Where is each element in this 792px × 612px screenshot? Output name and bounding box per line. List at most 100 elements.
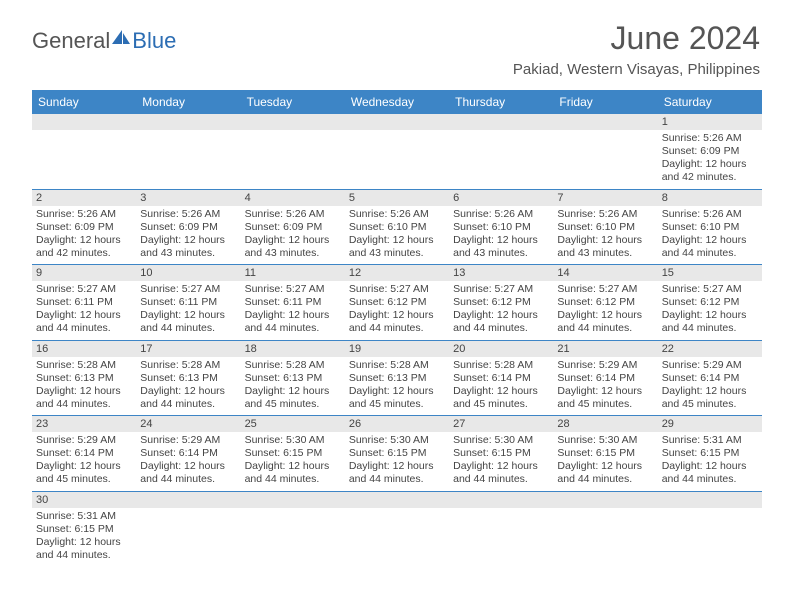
title-block: June 2024 Pakiad, Western Visayas, Phili… (513, 20, 760, 78)
daylight-text: Daylight: 12 hours and 44 minutes. (140, 309, 236, 335)
calendar-cell: 22Sunrise: 5:29 AMSunset: 6:14 PMDayligh… (658, 340, 762, 416)
calendar-cell: 24Sunrise: 5:29 AMSunset: 6:14 PMDayligh… (136, 416, 240, 492)
day-info: Sunrise: 5:31 AMSunset: 6:15 PMDaylight:… (32, 508, 136, 567)
daylight-text: Daylight: 12 hours and 44 minutes. (349, 460, 445, 486)
daylight-text: Daylight: 12 hours and 45 minutes. (557, 385, 653, 411)
calendar-cell: 4Sunrise: 5:26 AMSunset: 6:09 PMDaylight… (241, 189, 345, 265)
day-info: Sunrise: 5:26 AMSunset: 6:10 PMDaylight:… (449, 206, 553, 265)
day-number-empty (32, 114, 136, 130)
day-number-empty (345, 492, 449, 508)
day-number: 1 (658, 114, 762, 130)
day-info: Sunrise: 5:26 AMSunset: 6:09 PMDaylight:… (241, 206, 345, 265)
calendar-cell: 3Sunrise: 5:26 AMSunset: 6:09 PMDaylight… (136, 189, 240, 265)
day-number: 17 (136, 341, 240, 357)
calendar-cell: 7Sunrise: 5:26 AMSunset: 6:10 PMDaylight… (553, 189, 657, 265)
calendar-cell: 26Sunrise: 5:30 AMSunset: 6:15 PMDayligh… (345, 416, 449, 492)
brand-blue: Blue (132, 28, 176, 54)
calendar-cell (136, 491, 240, 566)
daylight-text: Daylight: 12 hours and 44 minutes. (245, 309, 341, 335)
sunrise-text: Sunrise: 5:29 AM (662, 359, 758, 372)
sunrise-text: Sunrise: 5:30 AM (557, 434, 653, 447)
calendar-cell (32, 114, 136, 189)
sunset-text: Sunset: 6:15 PM (245, 447, 341, 460)
sunrise-text: Sunrise: 5:30 AM (245, 434, 341, 447)
day-number: 13 (449, 265, 553, 281)
sunrise-text: Sunrise: 5:27 AM (662, 283, 758, 296)
daylight-text: Daylight: 12 hours and 43 minutes. (453, 234, 549, 260)
sunset-text: Sunset: 6:12 PM (557, 296, 653, 309)
calendar-cell: 8Sunrise: 5:26 AMSunset: 6:10 PMDaylight… (658, 189, 762, 265)
sunrise-text: Sunrise: 5:30 AM (349, 434, 445, 447)
day-info: Sunrise: 5:31 AMSunset: 6:15 PMDaylight:… (658, 432, 762, 491)
day-number: 23 (32, 416, 136, 432)
sunrise-text: Sunrise: 5:28 AM (349, 359, 445, 372)
daylight-text: Daylight: 12 hours and 44 minutes. (453, 309, 549, 335)
calendar-cell: 28Sunrise: 5:30 AMSunset: 6:15 PMDayligh… (553, 416, 657, 492)
sunset-text: Sunset: 6:10 PM (349, 221, 445, 234)
day-number: 16 (32, 341, 136, 357)
col-tuesday: Tuesday (241, 90, 345, 114)
calendar-cell: 17Sunrise: 5:28 AMSunset: 6:13 PMDayligh… (136, 340, 240, 416)
day-number: 28 (553, 416, 657, 432)
calendar-cell: 30Sunrise: 5:31 AMSunset: 6:15 PMDayligh… (32, 491, 136, 566)
title-location: Pakiad, Western Visayas, Philippines (513, 61, 760, 78)
day-number: 14 (553, 265, 657, 281)
sunrise-text: Sunrise: 5:29 AM (36, 434, 132, 447)
calendar-cell: 18Sunrise: 5:28 AMSunset: 6:13 PMDayligh… (241, 340, 345, 416)
sunrise-text: Sunrise: 5:31 AM (36, 510, 132, 523)
sunset-text: Sunset: 6:12 PM (349, 296, 445, 309)
day-number: 6 (449, 190, 553, 206)
calendar-cell (345, 114, 449, 189)
sunset-text: Sunset: 6:15 PM (662, 447, 758, 460)
day-info: Sunrise: 5:26 AMSunset: 6:09 PMDaylight:… (136, 206, 240, 265)
day-number-empty (345, 114, 449, 130)
daylight-text: Daylight: 12 hours and 44 minutes. (662, 460, 758, 486)
calendar-row: 9Sunrise: 5:27 AMSunset: 6:11 PMDaylight… (32, 265, 762, 341)
calendar-cell: 10Sunrise: 5:27 AMSunset: 6:11 PMDayligh… (136, 265, 240, 341)
calendar-table: Sunday Monday Tuesday Wednesday Thursday… (32, 90, 762, 566)
daylight-text: Daylight: 12 hours and 44 minutes. (36, 309, 132, 335)
day-number-empty (136, 114, 240, 130)
calendar-cell: 5Sunrise: 5:26 AMSunset: 6:10 PMDaylight… (345, 189, 449, 265)
day-number-empty (241, 492, 345, 508)
daylight-text: Daylight: 12 hours and 43 minutes. (140, 234, 236, 260)
day-number-empty (241, 114, 345, 130)
day-number: 29 (658, 416, 762, 432)
sunrise-text: Sunrise: 5:28 AM (140, 359, 236, 372)
day-info: Sunrise: 5:28 AMSunset: 6:13 PMDaylight:… (32, 357, 136, 416)
calendar-cell (345, 491, 449, 566)
col-thursday: Thursday (449, 90, 553, 114)
calendar-cell: 21Sunrise: 5:29 AMSunset: 6:14 PMDayligh… (553, 340, 657, 416)
header: General Blue June 2024 Pakiad, Western V… (0, 0, 792, 82)
calendar-cell (553, 114, 657, 189)
calendar-cell: 9Sunrise: 5:27 AMSunset: 6:11 PMDaylight… (32, 265, 136, 341)
daylight-text: Daylight: 12 hours and 44 minutes. (453, 460, 549, 486)
sunset-text: Sunset: 6:15 PM (36, 523, 132, 536)
sunrise-text: Sunrise: 5:28 AM (453, 359, 549, 372)
sunset-text: Sunset: 6:13 PM (140, 372, 236, 385)
sunset-text: Sunset: 6:13 PM (36, 372, 132, 385)
calendar-cell: 29Sunrise: 5:31 AMSunset: 6:15 PMDayligh… (658, 416, 762, 492)
sunset-text: Sunset: 6:09 PM (662, 145, 758, 158)
day-number: 21 (553, 341, 657, 357)
daylight-text: Daylight: 12 hours and 45 minutes. (36, 460, 132, 486)
calendar-cell (553, 491, 657, 566)
title-month: June 2024 (513, 20, 760, 57)
sunrise-text: Sunrise: 5:29 AM (140, 434, 236, 447)
day-number: 8 (658, 190, 762, 206)
sunset-text: Sunset: 6:14 PM (36, 447, 132, 460)
sunrise-text: Sunrise: 5:30 AM (453, 434, 549, 447)
col-sunday: Sunday (32, 90, 136, 114)
sunrise-text: Sunrise: 5:28 AM (36, 359, 132, 372)
brand-logo: General Blue (32, 20, 176, 54)
sunset-text: Sunset: 6:11 PM (245, 296, 341, 309)
day-number: 20 (449, 341, 553, 357)
calendar-cell: 2Sunrise: 5:26 AMSunset: 6:09 PMDaylight… (32, 189, 136, 265)
day-info: Sunrise: 5:29 AMSunset: 6:14 PMDaylight:… (658, 357, 762, 416)
sunset-text: Sunset: 6:15 PM (453, 447, 549, 460)
day-info: Sunrise: 5:26 AMSunset: 6:09 PMDaylight:… (32, 206, 136, 265)
calendar-cell (136, 114, 240, 189)
sunrise-text: Sunrise: 5:27 AM (453, 283, 549, 296)
calendar-row: 1Sunrise: 5:26 AMSunset: 6:09 PMDaylight… (32, 114, 762, 189)
sunset-text: Sunset: 6:15 PM (349, 447, 445, 460)
